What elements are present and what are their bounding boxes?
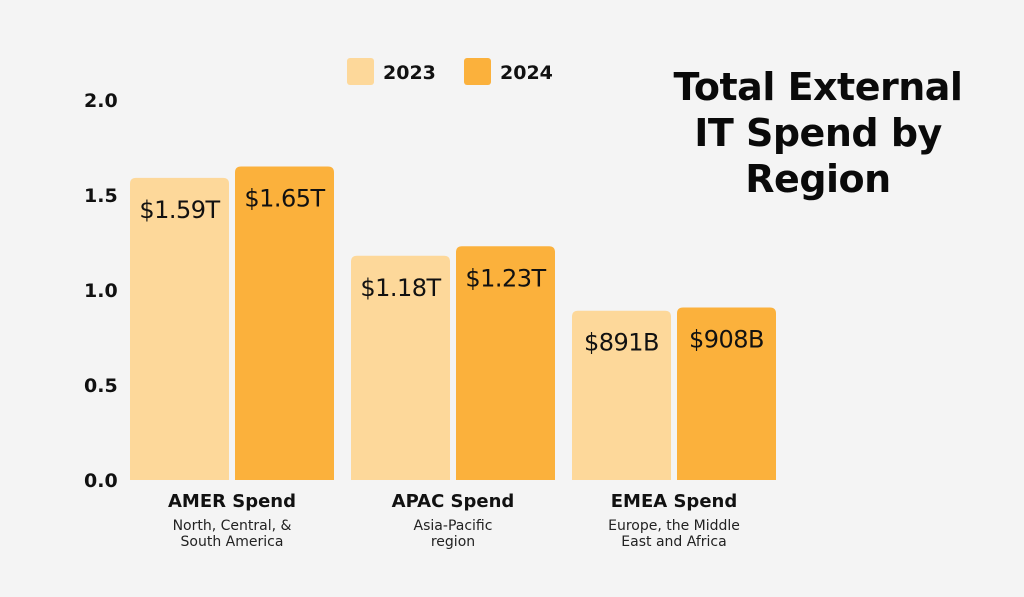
category-subtitle: North, Central, & [173, 518, 292, 534]
category-subtitle: region [431, 534, 475, 550]
category-subtitle: East and Africa [621, 534, 726, 550]
bar-value-label: $1.59T [139, 196, 220, 224]
y-tick-label: 0.0 [84, 470, 118, 492]
bars [130, 166, 776, 480]
bar-2023-apac-spend [351, 255, 450, 480]
bar-2023-emea-spend [572, 310, 671, 480]
y-tick-label: 2.0 [84, 90, 118, 112]
chart-title-line: Region [745, 157, 890, 201]
bar-value-label: $1.23T [465, 264, 546, 292]
x-axis: AMER Spend North, Central, &South America… [168, 491, 740, 550]
legend-label: 2023 [383, 62, 436, 84]
y-tick-label: 1.5 [84, 185, 118, 207]
bar-2024-emea-spend [677, 307, 776, 480]
bar-value-label: $1.65T [244, 185, 325, 213]
legend-swatch [464, 58, 491, 85]
bar-2024-amer-spend [235, 166, 334, 480]
chart-title-line: Total External [674, 65, 963, 109]
bar-value-label: $1.18T [360, 274, 441, 302]
chart-title-line: IT Spend by [694, 111, 942, 155]
data-labels: $1.59T $1.65T $1.18T $1.23T $891B $908B [139, 185, 764, 357]
category-subtitle: Asia-Pacific [414, 518, 493, 534]
category-subtitle: South America [181, 534, 284, 550]
category-subtitle: Europe, the Middle [608, 518, 740, 534]
bar-2023-amer-spend [130, 177, 229, 480]
bar-value-label: $891B [584, 329, 659, 357]
bar-value-label: $908B [689, 325, 764, 353]
y-tick-label: 0.5 [84, 375, 118, 397]
category-label: EMEA Spend [611, 491, 737, 512]
bar-2024-apac-spend [456, 246, 555, 480]
y-tick-label: 1.0 [84, 280, 118, 302]
legend-label: 2024 [500, 62, 553, 84]
category-label: APAC Spend [392, 491, 515, 512]
category-label: AMER Spend [168, 491, 296, 512]
y-axis: 0.0 0.5 1.0 1.5 2.0 [84, 90, 118, 492]
legend: 2023 2024 [347, 58, 553, 85]
legend-swatch [347, 58, 374, 85]
